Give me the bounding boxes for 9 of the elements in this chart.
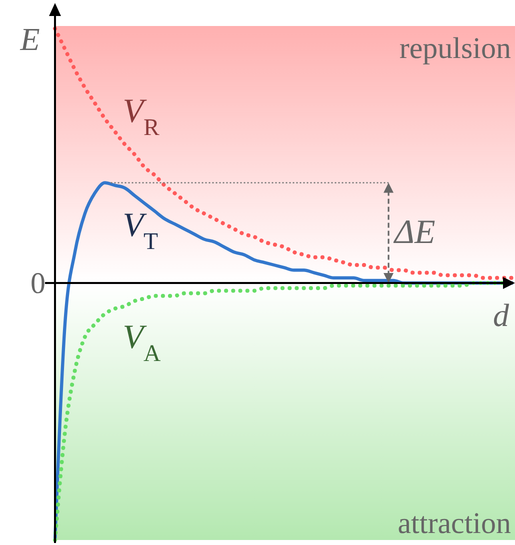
series-label: V$_{R}$ bbox=[122, 93, 160, 142]
band-label: attraction bbox=[398, 507, 511, 540]
series-label: V$_{A}$ bbox=[122, 319, 162, 368]
band-label: repulsion bbox=[399, 32, 511, 65]
x-axis-title: d bbox=[493, 297, 510, 333]
y-axis-title: E bbox=[19, 21, 40, 57]
text: 0 bbox=[30, 267, 46, 300]
series-label: V$_{T}$ bbox=[122, 206, 158, 255]
annotation: ΔE bbox=[392, 214, 436, 251]
